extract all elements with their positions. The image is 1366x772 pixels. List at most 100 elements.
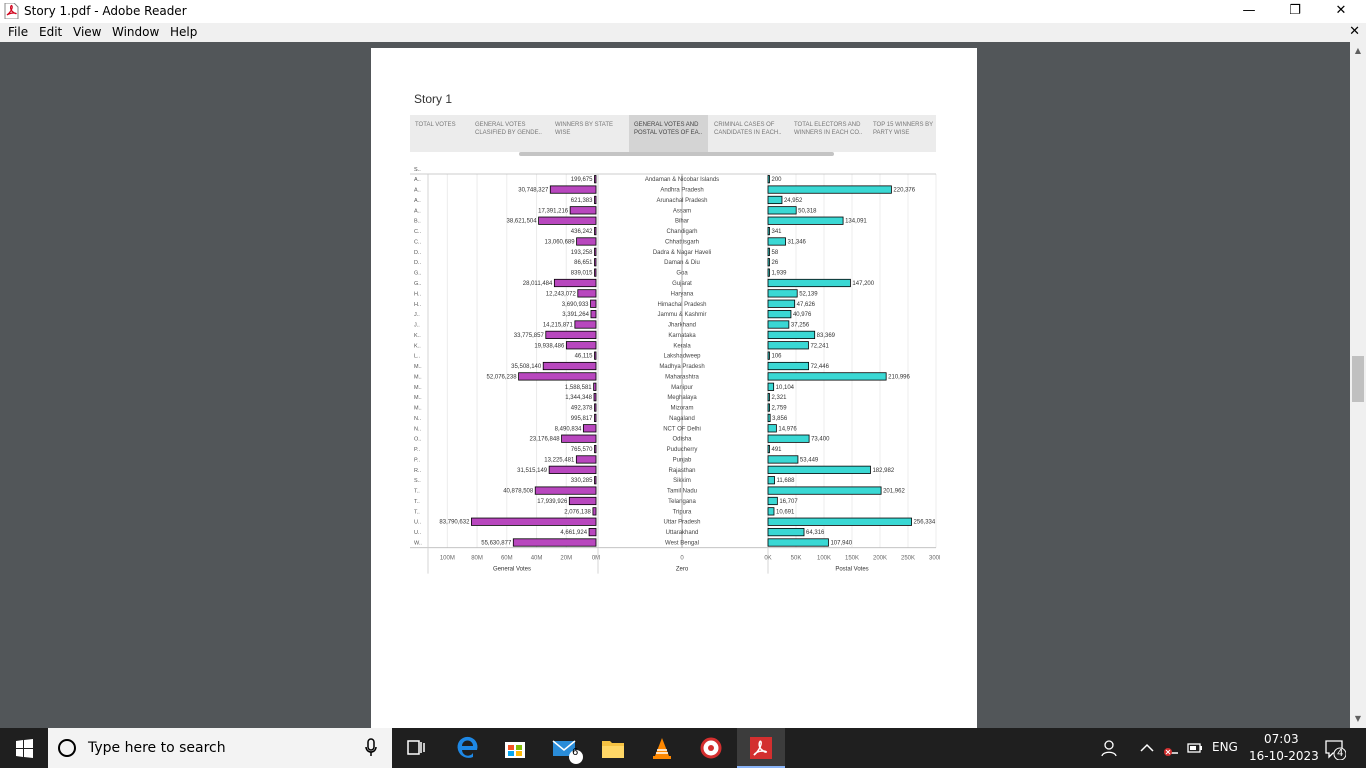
postal-votes-bar <box>767 237 786 246</box>
postal-votes-bar <box>767 372 887 381</box>
scrollbar-thumb[interactable] <box>1352 356 1364 402</box>
battery-icon[interactable] <box>1187 742 1203 754</box>
general-votes-bar <box>538 216 597 225</box>
general-votes-bar <box>569 206 597 215</box>
restore-button[interactable]: ❐ <box>1289 3 1301 18</box>
mail-icon[interactable] <box>540 728 588 768</box>
tabs-scrollbar[interactable] <box>519 152 834 156</box>
postal-votes-label: 26 <box>772 260 779 266</box>
general-votes-label: 31,515,149 <box>517 468 548 474</box>
postal-votes-label: 83,369 <box>817 333 836 339</box>
general-votes-label: 17,391,216 <box>538 208 569 214</box>
file-explorer-icon[interactable] <box>589 728 637 768</box>
postal-votes-label: 52,139 <box>799 291 818 297</box>
postal-votes-bar <box>767 278 851 288</box>
postal-votes-label: 2,321 <box>772 395 788 401</box>
postal-votes-bar <box>767 538 829 547</box>
state-abbrev-label: K.. <box>414 333 421 339</box>
menu-view[interactable]: View <box>73 25 102 39</box>
general-votes-label: 330,285 <box>571 478 593 484</box>
general-votes-bar <box>577 289 597 298</box>
taskbar-search-box[interactable]: Type here to search <box>48 728 392 768</box>
clock-date[interactable]: 16-10-2023 <box>1249 749 1319 763</box>
zero-tick-label: 0 <box>680 556 684 562</box>
state-abbrev-label: U.. <box>414 530 422 536</box>
general-votes-bar <box>593 382 597 391</box>
general-votes-bar <box>592 507 597 516</box>
state-abbrev-label: P.. <box>414 447 420 453</box>
menu-help[interactable]: Help <box>170 25 198 39</box>
edge-browser-icon[interactable] <box>443 728 491 768</box>
general-votes-bar <box>590 310 597 319</box>
postal-votes-label: 210,996 <box>888 374 910 380</box>
state-abbrev-label: M.. <box>414 385 422 391</box>
general-votes-label: 3,690,933 <box>562 302 589 308</box>
general-votes-label: 28,011,484 <box>523 281 553 287</box>
postal-votes-label: 201,962 <box>883 489 905 495</box>
postal-votes-label: 37,256 <box>791 323 810 329</box>
scroll-down-arrow-icon[interactable]: ▼ <box>1354 714 1362 723</box>
state-abbrev-label: A.. <box>414 198 421 204</box>
close-document-button[interactable]: ✕ <box>1349 24 1360 39</box>
windows-start-icon[interactable] <box>0 728 48 768</box>
state-abbrev-label: O.. <box>414 437 422 443</box>
tab-general-and-postal-votes[interactable]: GENERAL VOTES AND POSTAL VOTES OF EA.. <box>629 115 708 152</box>
state-name-label: Tripura <box>673 509 692 515</box>
general-votes-bar <box>549 185 597 194</box>
postal-votes-bar <box>767 455 799 464</box>
minimize-button[interactable]: — <box>1242 3 1256 18</box>
menu-edit[interactable]: Edit <box>39 25 63 39</box>
recovery-tool-icon[interactable] <box>687 728 735 768</box>
state-abbrev-label: A.. <box>414 177 421 183</box>
general-votes-bar <box>594 476 597 485</box>
tab-top-15-winners[interactable]: TOP 15 WINNERS BY PARTY WISE <box>873 122 934 136</box>
vlc-icon[interactable] <box>638 728 686 768</box>
general-tick-label: 0M <box>592 556 600 562</box>
microphone-icon[interactable] <box>364 738 378 758</box>
adobe-reader-task-active[interactable] <box>737 728 785 768</box>
tab-total-votes[interactable]: TOTAL VOTES <box>415 122 456 128</box>
people-icon[interactable] <box>1101 738 1121 758</box>
clock-time[interactable]: 07:03 <box>1264 732 1299 746</box>
postal-votes-bar <box>767 434 810 443</box>
postal-votes-label: 53,449 <box>800 457 819 463</box>
postal-votes-bar <box>767 330 816 339</box>
postal-votes-label: 147,200 <box>852 281 874 287</box>
postal-votes-label: 24,952 <box>784 198 803 204</box>
task-view-icon[interactable] <box>392 728 440 768</box>
postal-votes-label: 50,318 <box>798 208 817 214</box>
close-button[interactable]: ✕ <box>1335 3 1347 18</box>
state-abbrev-label: T.. <box>414 499 420 505</box>
menu-window[interactable]: Window <box>112 25 160 39</box>
postal-votes-bar <box>767 476 775 485</box>
state-abbrev-label: A.. <box>414 188 421 194</box>
notifications-icon[interactable] <box>1324 738 1346 760</box>
network-disconnected-icon[interactable] <box>1163 740 1181 756</box>
show-hidden-icons-icon[interactable] <box>1139 741 1155 753</box>
postal-votes-bar <box>767 486 882 495</box>
postal-votes-bar <box>767 382 775 391</box>
postal-votes-bar <box>767 185 892 194</box>
tab-winners-by-state[interactable]: WINNERS BY STATE WISE <box>555 122 614 136</box>
postal-votes-label: 31,346 <box>788 239 807 245</box>
postal-votes-label: 341 <box>772 229 783 235</box>
postal-votes-bar <box>767 444 770 454</box>
state-abbrev-label: A.. <box>414 208 421 214</box>
postal-votes-bar <box>767 341 809 350</box>
general-votes-label: 17,939,926 <box>537 499 568 505</box>
menu-file[interactable]: File <box>8 25 29 39</box>
tab-total-electors[interactable]: TOTAL ELECTORS AND WINNERS IN EACH CO.. <box>794 122 863 136</box>
vertical-scrollbar[interactable]: ▲ ▼ <box>1350 42 1366 728</box>
store-icon[interactable] <box>491 728 539 768</box>
general-votes-bar <box>588 528 597 537</box>
scroll-up-arrow-icon[interactable]: ▲ <box>1354 46 1362 55</box>
state-abbrev-label: J.. <box>414 312 420 318</box>
postal-votes-label: 106 <box>772 354 783 360</box>
general-votes-bar <box>594 258 597 267</box>
tab-general-votes-by-gender[interactable]: GENERAL VOTES CLASIFIED BY GENDE.. <box>475 122 542 136</box>
tab-criminal-cases[interactable]: CRIMINAL CASES OF CANDIDATES IN EACH.. <box>714 122 782 136</box>
postal-votes-label: 256,334 <box>914 520 936 526</box>
language-indicator[interactable]: ENG <box>1212 740 1238 754</box>
postal-votes-bar <box>767 216 844 225</box>
general-votes-bar <box>568 496 597 506</box>
